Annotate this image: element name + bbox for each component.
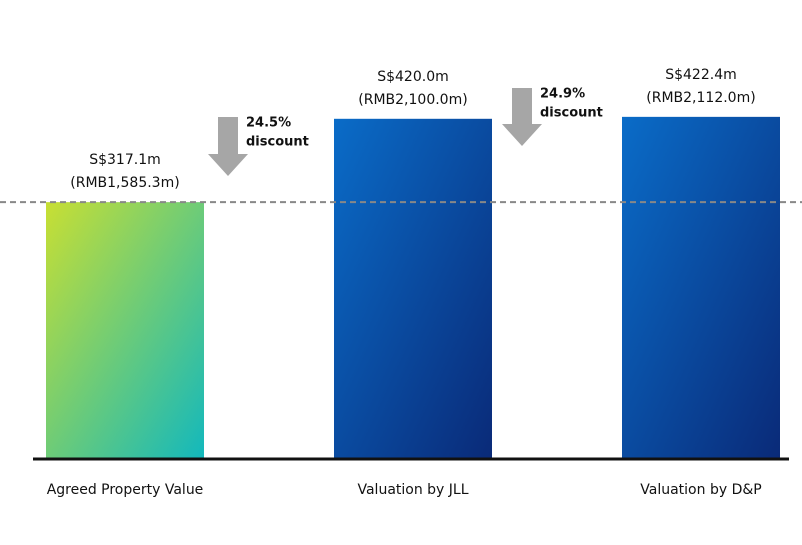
value-label-secondary: (RMB2,112.0m) (646, 90, 755, 106)
x-tick-label: Valuation by D&P (640, 482, 762, 498)
bar (622, 116, 780, 459)
annotation: 24.5% (246, 116, 291, 131)
value-label-secondary: (RMB1,585.3m) (70, 175, 179, 191)
annotation: discount (540, 106, 603, 121)
x-tick-label: Agreed Property Value (46, 482, 204, 498)
arrow (502, 88, 542, 146)
value-label: S$420.0m (377, 69, 449, 85)
annotation: 24.9% (540, 87, 585, 102)
x-tick-label: Valuation by JLL (357, 482, 469, 498)
bar (334, 118, 492, 460)
value-label: S$422.4m (665, 67, 737, 83)
arrow (208, 117, 248, 176)
bar (46, 202, 204, 460)
annotation: discount (246, 135, 309, 150)
value-label: S$317.1m (89, 152, 161, 168)
value-label-secondary: (RMB2,100.0m) (358, 92, 467, 108)
